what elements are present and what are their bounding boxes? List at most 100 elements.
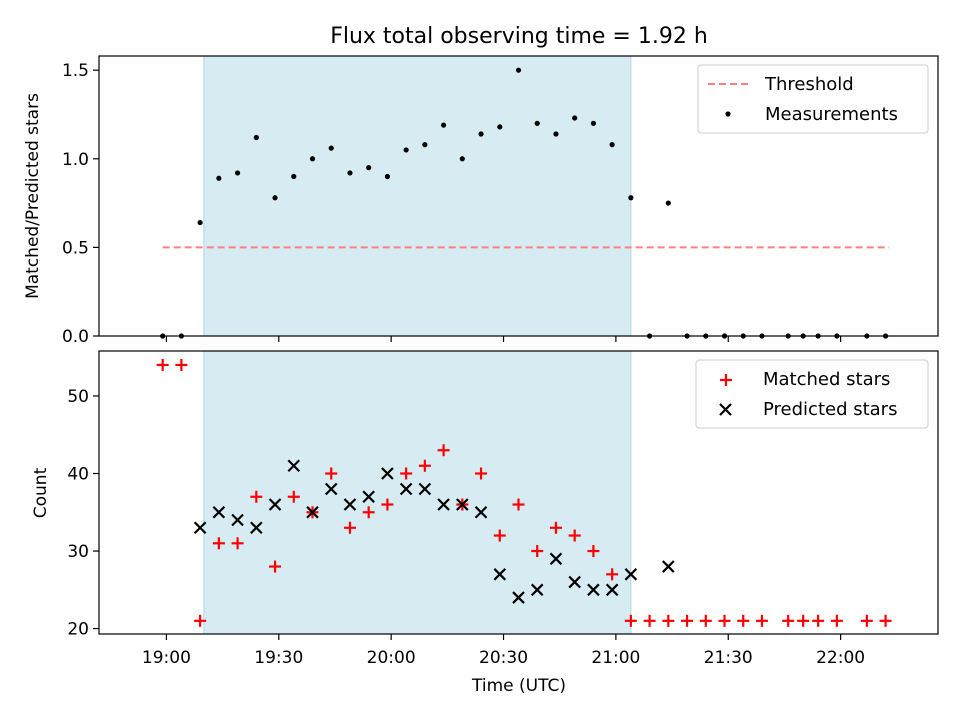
legend-predicted-label: Predicted stars: [763, 399, 897, 420]
matched-star-marker: [400, 467, 413, 480]
legend-matched-label: Matched stars: [763, 369, 890, 390]
predicted-star-marker: [306, 505, 319, 519]
bottom-legend-box: [695, 359, 929, 429]
matched-star-marker: [343, 521, 356, 534]
measurement-point: [309, 156, 316, 162]
measurement-point: [216, 175, 222, 181]
measurement-point: [366, 165, 372, 171]
predicted-star-marker: [662, 560, 675, 573]
predicted-star-marker: [381, 467, 394, 480]
top-y-tick-label: 1.5: [62, 61, 89, 81]
matched-star-marker: [437, 444, 450, 457]
matched-star-marker: [194, 614, 207, 627]
matched-star-marker: [797, 614, 810, 627]
x-tick-label: 21:30: [704, 648, 753, 668]
predicted-star-marker: [362, 490, 375, 504]
predicted-star-marker: [605, 583, 619, 597]
matched-star-marker: [737, 614, 750, 627]
matched-star-marker: [212, 537, 225, 550]
measurement-point: [515, 67, 522, 73]
top-y-tick-label: 0.0: [62, 327, 89, 347]
bottom-legend: Matched stars Predicted stars: [695, 359, 929, 429]
top-y-tick-label: 0.5: [62, 238, 89, 258]
predicted-star-marker: [418, 482, 432, 496]
matched-star-marker: [879, 614, 892, 627]
predicted-star-marker: [587, 583, 600, 597]
predicted-star-marker: [474, 505, 488, 519]
measurement-point: [534, 120, 540, 126]
matched-star-marker: [782, 614, 795, 627]
matched-star-marker: [624, 614, 637, 627]
bottom-plot-frame: [98, 350, 939, 635]
measurement-point: [272, 195, 278, 201]
top-observing-window-shade: [203, 55, 632, 337]
matched-star-marker: [699, 614, 712, 627]
measurement-point: [497, 124, 503, 130]
top-legend: Threshold Measurements: [697, 64, 929, 134]
predicted-star-marker: [268, 498, 282, 511]
top-legend-box: [697, 64, 929, 134]
measurement-point: [459, 156, 465, 162]
matched-star-marker: [418, 459, 431, 472]
measurement-point: [553, 131, 559, 137]
predicted-star-marker: [437, 498, 450, 511]
matched-star-marker: [325, 467, 338, 480]
bottom-y-tick-label: 40: [67, 465, 89, 485]
x-tick-label: 22:00: [816, 648, 865, 668]
measurement-point: [478, 131, 484, 137]
predicted-star-marker: [212, 505, 226, 519]
measurement-point: [347, 170, 353, 176]
legend-measurements-swatch: [725, 111, 731, 117]
x-tick-label: 19:00: [142, 648, 191, 668]
predicted-star-marker: [456, 498, 469, 511]
measurement-point: [253, 134, 259, 141]
top-y-tick-label: 1.0: [62, 150, 89, 170]
measurement-point: [590, 120, 597, 126]
x-tick-label: 20:30: [479, 648, 528, 668]
predicted-star-marker: [250, 521, 263, 535]
measurement-point: [234, 170, 241, 176]
matched-star-marker: [175, 358, 188, 371]
legend-matched-swatch: [720, 374, 732, 386]
matched-star-marker: [718, 614, 731, 627]
bottom-y-tick-label: 30: [67, 542, 89, 562]
top-panel: 0.0 0.5 1.0 1.5 Matched/Predicted stars Thr…: [23, 55, 939, 347]
bottom-y-tick-label: 50: [67, 387, 89, 407]
predicted-star-marker: [568, 575, 581, 589]
matched-star-marker: [475, 467, 488, 480]
x-tick-label: 21:00: [591, 648, 640, 668]
matched-star-marker: [568, 529, 581, 542]
measurement-point: [328, 145, 334, 151]
measurement-point: [197, 219, 203, 226]
matched-star-marker: [250, 490, 263, 503]
matched-star-marker: [830, 614, 843, 627]
legend-predicted-swatch: [719, 403, 732, 416]
chart-title: Flux total observing time = 1.92 h: [330, 24, 708, 49]
measurement-point: [422, 142, 428, 148]
x-tick-label: 20:00: [367, 648, 416, 668]
measurement-point: [440, 122, 447, 128]
matched-star-marker: [231, 537, 244, 550]
predicted-star-marker: [549, 552, 563, 566]
measurement-point: [384, 173, 391, 180]
matched-star-marker: [681, 614, 694, 627]
measurement-point: [572, 115, 578, 121]
measurement-point: [665, 200, 671, 206]
matched-star-marker: [606, 568, 619, 581]
predicted-star-marker: [512, 591, 525, 604]
predicted-star-marker: [399, 482, 413, 496]
matched-star-marker: [860, 614, 873, 627]
bottom-observing-window-shade: [203, 350, 632, 635]
matched-star-marker: [549, 521, 562, 534]
bottom-y-axis-label: Count: [31, 467, 51, 518]
matched-star-marker: [643, 614, 656, 627]
predicted-star-marker: [324, 482, 338, 496]
x-tick-label: 19:30: [254, 648, 303, 668]
predicted-star-marker: [530, 583, 544, 597]
predicted-star-marker: [493, 568, 507, 581]
matched-star-marker: [812, 614, 825, 627]
top-plot-frame: [98, 55, 939, 337]
matched-star-marker: [287, 490, 300, 503]
matched-star-marker: [381, 498, 394, 511]
predicted-star-marker: [624, 568, 638, 581]
